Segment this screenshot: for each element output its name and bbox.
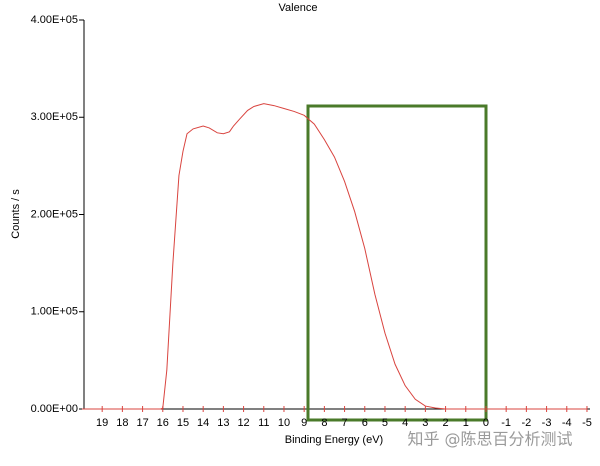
x-tick-label: 0 (483, 417, 489, 429)
x-tick-label: -1 (501, 417, 511, 429)
y-tick-label: 4.00E+05 (31, 14, 78, 26)
x-tick-label: 5 (382, 417, 388, 429)
x-tick-label: -5 (582, 417, 592, 429)
highlight-box (306, 104, 488, 422)
x-tick-label: 15 (177, 417, 189, 429)
x-tick-label: 18 (116, 417, 128, 429)
x-tick-label: 7 (342, 417, 348, 429)
data-line (81, 103, 587, 410)
x-tick-label: 1 (463, 417, 469, 429)
y-tick-label: 0.00E+00 (31, 403, 78, 415)
y-tick-label: 2.00E+05 (31, 208, 78, 220)
x-tick-label: 3 (422, 417, 428, 429)
x-tick-label: 16 (157, 417, 169, 429)
x-tick-label: -3 (542, 417, 552, 429)
x-tick-label: 12 (237, 417, 249, 429)
y-tick-label: 1.00E+05 (31, 306, 78, 318)
x-tick-label: 17 (136, 417, 148, 429)
x-tick-label: 9 (301, 417, 307, 429)
x-tick-label: 14 (197, 417, 209, 429)
watermark: 知乎 @陈思百分析测试 (407, 430, 572, 449)
x-tick-label: 19 (96, 417, 108, 429)
x-tick-label: 4 (402, 417, 408, 429)
y-tick-label: 3.00E+05 (31, 111, 78, 123)
x-tick-label: 10 (278, 417, 290, 429)
x-tick-label: -2 (521, 417, 531, 429)
x-tick-label: 6 (362, 417, 368, 429)
x-tick-label: -4 (562, 417, 572, 429)
y-axis-label: Counts / s (10, 189, 22, 239)
x-tick-label: 13 (217, 417, 229, 429)
x-tick-label: 11 (258, 417, 269, 429)
x-tick-label: 8 (321, 417, 327, 429)
x-tick-label: 2 (443, 417, 449, 429)
chart-title: Valence (279, 2, 318, 14)
x-axis-label: Binding Energy (eV) (285, 434, 383, 446)
